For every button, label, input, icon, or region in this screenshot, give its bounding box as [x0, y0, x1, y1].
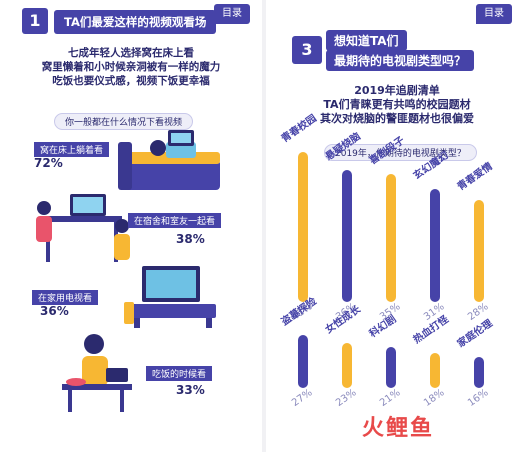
percent-label: 18%: [422, 387, 447, 410]
eating-illustration: [62, 334, 132, 412]
intro-line: 吃饭也要仪式感，视频下饭更幸福: [52, 75, 210, 87]
intro-line: 其次对烧脑的警匪题材也很偏爱: [320, 112, 474, 125]
genre-label: 科幻剧: [367, 313, 399, 340]
section-number: 1: [22, 8, 48, 34]
intro-line: 七成年轻人选择窝在床上看: [68, 47, 194, 59]
item-percent: 33%: [176, 383, 205, 397]
item-label: 在家用电视看: [32, 290, 99, 305]
brand-logo: 火鲤鱼: [362, 410, 434, 442]
bar-5: [298, 335, 308, 388]
bed-illustration: [118, 130, 220, 190]
right-panel: 3 想知道TA们 最期待的电视剧类型吗？ 目录 2019年追剧清单 TA们青睐更…: [266, 0, 528, 452]
brand-logo-text: 火鲤鱼: [362, 416, 435, 441]
bar-3: [430, 189, 440, 302]
genre-label: 青春爱情: [455, 161, 495, 193]
item-label: 在宿舍和室友一起看: [128, 213, 222, 228]
item-label: 吃饭的时候看: [146, 366, 213, 381]
intro-text: 2019年追剧清单 TA们青睐更有共鸣的校园题材 其次对烧脑的警匪题材也很偏爱: [266, 84, 528, 126]
section-heading-line2: 最期待的电视剧类型吗？: [326, 50, 475, 71]
survey-question: 你一般都在什么情况下看视频: [54, 113, 194, 130]
bar-4: [474, 200, 484, 302]
percent-label: 21%: [378, 387, 403, 410]
intro-text: 七成年轻人选择窝在床上看 窝里懒着和小时候亲洞被有一样的魔力 吃饭也要仪式感，视…: [0, 46, 262, 88]
section-heading-line1: 想知道TA们: [326, 30, 407, 51]
dorm-illustration: [36, 194, 130, 262]
section-number: 3: [292, 36, 322, 64]
percent-label: 23%: [334, 387, 359, 410]
bar-0: [298, 152, 308, 302]
bar-8: [430, 353, 440, 388]
intro-line: TA们青睐更有共鸣的校园题材: [323, 98, 471, 111]
tv-illustration: [124, 266, 216, 328]
bar-1: [342, 170, 352, 302]
chart-question: 2019年，你期待的电视剧类型？: [324, 144, 477, 161]
intro-line: 窝里懒着和小时候亲洞被有一样的魔力: [41, 61, 221, 73]
bar-2: [386, 174, 396, 302]
item-percent: 36%: [40, 304, 69, 318]
bar-6: [342, 343, 352, 388]
percent-label: 27%: [290, 387, 315, 410]
left-panel: 1 TA们最爱这样的视频观看场 目录 七成年轻人选择窝在床上看 窝里懒着和小时候…: [0, 0, 262, 452]
section-heading: TA们最爱这样的视频观看场: [54, 10, 217, 34]
bar-9: [474, 357, 484, 388]
panel-divider: [262, 0, 266, 452]
menu-button[interactable]: 目录: [214, 4, 250, 24]
bar-7: [386, 347, 396, 388]
percent-label: 16%: [466, 387, 491, 410]
item-percent: 72%: [34, 156, 63, 170]
menu-button[interactable]: 目录: [476, 4, 512, 24]
intro-line: 2019年追剧清单: [354, 84, 440, 97]
genre-label: 女性成长: [323, 304, 363, 336]
item-percent: 38%: [176, 232, 205, 246]
item-label: 窝在床上躺着看: [34, 142, 110, 157]
